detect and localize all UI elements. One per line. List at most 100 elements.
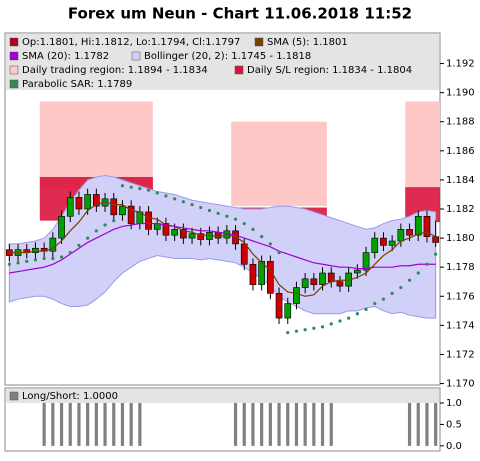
sar-dot xyxy=(407,278,412,282)
legend-label: Long/Short: 1.0000 xyxy=(22,391,118,402)
bar xyxy=(303,403,307,446)
bar xyxy=(294,403,299,446)
sar-dot xyxy=(320,325,325,329)
sar-dot xyxy=(59,255,64,259)
bar xyxy=(434,403,438,446)
sar-dot xyxy=(277,251,281,255)
sar-dot xyxy=(286,331,290,335)
bar xyxy=(312,403,316,446)
legend-label: SMA (20): 1.1782 xyxy=(22,51,109,62)
sar-dot xyxy=(233,217,238,221)
sar-dot xyxy=(51,256,55,261)
indicator-line xyxy=(9,222,436,274)
bar xyxy=(233,403,238,446)
sar-dot xyxy=(86,236,90,240)
candle-body xyxy=(284,303,292,319)
candle-body xyxy=(362,252,370,271)
sar-dot xyxy=(312,326,316,330)
bar xyxy=(425,403,429,446)
bar xyxy=(129,403,133,446)
candle-body xyxy=(267,261,274,294)
sar-dot xyxy=(260,235,264,239)
candle-body xyxy=(258,261,265,285)
y-tick-label: 1.0 xyxy=(446,398,462,409)
bar xyxy=(112,403,116,446)
bar xyxy=(51,403,55,446)
sar-dot xyxy=(146,188,151,192)
sar-dot xyxy=(390,291,394,295)
legend-swatch xyxy=(9,391,19,401)
y-tick-label: 1.184 xyxy=(446,175,475,186)
candle-body xyxy=(240,243,248,265)
sar-dot xyxy=(225,214,229,218)
y-tick-label: 0.0 xyxy=(446,441,462,452)
candle-body xyxy=(84,194,91,210)
legend-swatch xyxy=(234,65,244,75)
sar-dot xyxy=(338,319,342,323)
bar xyxy=(277,403,281,446)
legend-box xyxy=(6,389,439,403)
bar xyxy=(138,403,142,446)
sar-dot xyxy=(425,262,429,266)
sar-dot xyxy=(329,322,333,326)
sar-dot xyxy=(207,208,212,213)
candle-body xyxy=(388,240,396,246)
bar xyxy=(59,403,64,446)
candle-body xyxy=(171,229,178,236)
sar-dot xyxy=(129,185,133,189)
y-tick-label: 1.188 xyxy=(446,117,475,128)
sar-dot xyxy=(68,251,72,255)
candle-body xyxy=(310,278,318,285)
bar xyxy=(251,403,255,446)
bar xyxy=(94,403,98,446)
sar-dot xyxy=(138,187,142,191)
daily-region xyxy=(405,101,440,189)
candle-body xyxy=(327,272,335,283)
sar-dot xyxy=(381,297,386,301)
sar-dot xyxy=(434,252,438,256)
sar-dot xyxy=(77,243,81,247)
candle-body xyxy=(397,229,405,242)
candle-body xyxy=(275,293,283,319)
candle-body xyxy=(301,278,309,288)
legend-swatch xyxy=(9,51,19,61)
candle-body xyxy=(162,223,170,236)
sar-dot xyxy=(216,211,220,215)
bar xyxy=(407,403,412,446)
sar-dot xyxy=(173,197,177,201)
sar-dot xyxy=(355,312,359,316)
candle-body xyxy=(188,233,196,239)
sar-dot xyxy=(120,184,125,188)
legend-label: Op:1.1801, Hi:1.1812, Lo:1.1794, Cl:1.17… xyxy=(22,37,240,48)
sar-dot xyxy=(16,261,20,265)
candle-body xyxy=(414,215,422,236)
y-tick-label: 1.186 xyxy=(446,146,475,157)
bar xyxy=(286,403,290,446)
bar xyxy=(242,403,246,446)
y-tick-label: 0.5 xyxy=(446,419,462,430)
legend-swatch xyxy=(254,37,264,47)
candle-body xyxy=(58,215,65,239)
legend-label: Bollinger (20, 2): 1.1745 - 1.1818 xyxy=(144,51,311,62)
bar xyxy=(329,403,333,446)
legend-label: SMA (5): 1.1801 xyxy=(267,37,348,48)
candle-body xyxy=(319,272,326,285)
candle-body xyxy=(93,194,100,207)
candle-body xyxy=(180,229,187,239)
candle-body xyxy=(119,205,126,216)
sar-dot xyxy=(181,200,185,204)
sar-dot xyxy=(94,229,98,233)
bar xyxy=(68,403,72,446)
sar-dot xyxy=(7,262,11,266)
candle-body xyxy=(66,197,74,217)
legend-swatch xyxy=(131,51,141,61)
legend-box xyxy=(6,34,439,90)
sar-dot xyxy=(364,307,368,311)
sar-dot xyxy=(303,328,307,332)
indicator-line xyxy=(9,201,436,297)
bar xyxy=(103,403,107,446)
sar-dot xyxy=(155,191,159,195)
candle-body xyxy=(110,198,118,216)
daily-region xyxy=(39,101,153,189)
